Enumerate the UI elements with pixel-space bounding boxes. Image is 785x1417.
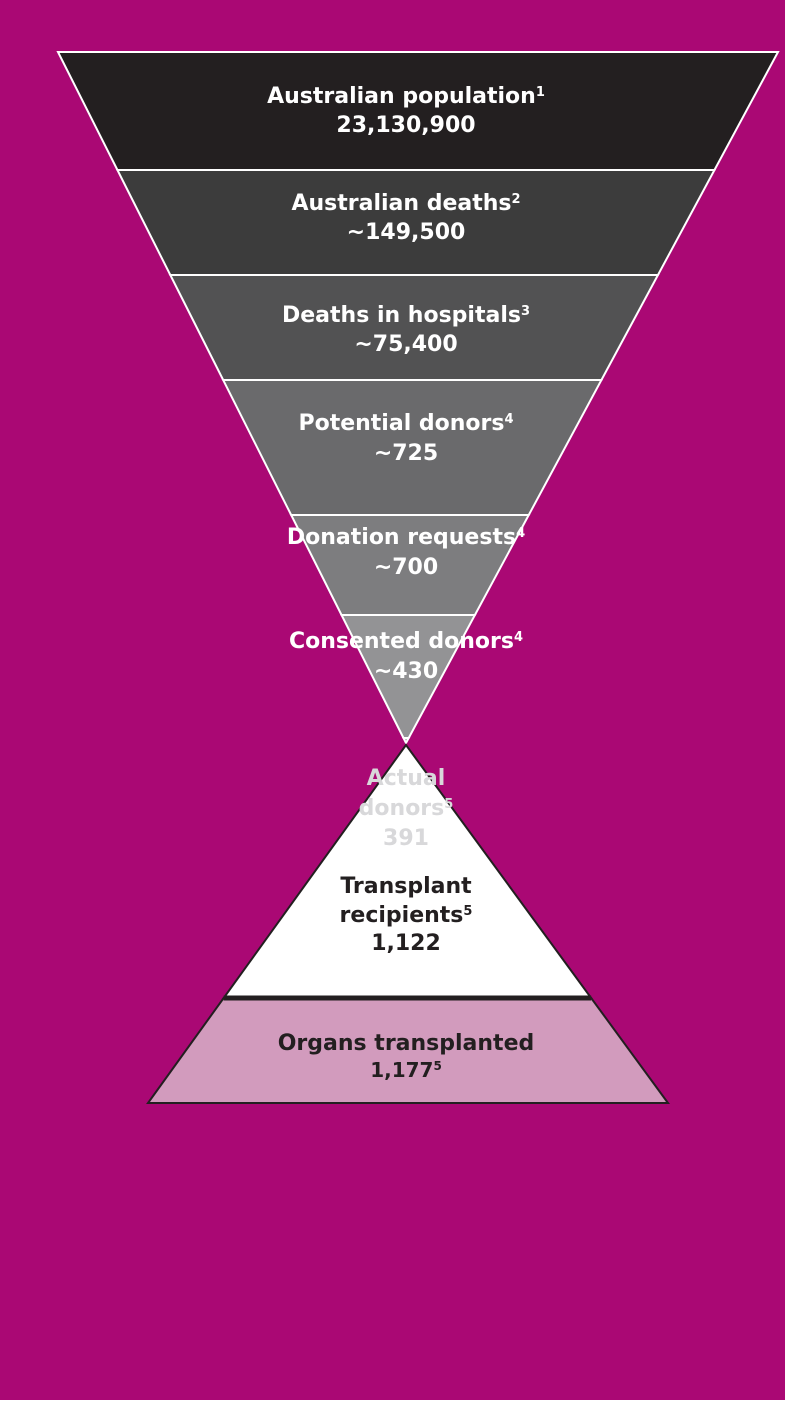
tier-label-text: Potential donors: [298, 411, 504, 436]
tier-value-text: ~430: [374, 659, 438, 684]
tier-label-line-2-footnote: 5: [444, 797, 453, 812]
funnel-tier-3-label: Deaths in hospitals3 ~75,400: [282, 303, 530, 357]
tier-value-text: ~725: [374, 441, 438, 466]
tier-label-text: Australian population: [267, 84, 536, 109]
organs-text-text: Organs transplanted: [278, 1031, 535, 1056]
tier-label-text: Deaths in hospitals: [282, 303, 521, 328]
tier-value: ~149,500: [347, 220, 466, 245]
recipients-line-2-footnote: 5: [463, 904, 472, 919]
tier-label-text: Consented donors: [289, 629, 514, 654]
tier-label-footnote: 4: [516, 526, 525, 541]
tier-label: Deaths in hospitals3: [282, 303, 530, 328]
tier-value-text: ~700: [374, 555, 438, 580]
funnel-tier-7: [401, 737, 411, 746]
organs-value-footnote: 5: [433, 1059, 441, 1073]
recipients-value-text: 1,122: [371, 931, 441, 956]
tier-label: Australian population1: [267, 84, 545, 109]
organs-value-text: 1,177: [370, 1058, 433, 1082]
tier-label-footnote: 4: [504, 412, 513, 427]
tier-value-text: 23,130,900: [336, 113, 475, 138]
tier-value-text: ~75,400: [354, 332, 457, 357]
tier-label: Australian deaths2: [291, 191, 520, 216]
tier-label: Consented donors4: [289, 629, 523, 654]
funnel-tier-5-label: Donation requests4 ~700: [287, 525, 525, 580]
tier-label-footnote: 1: [536, 85, 545, 100]
tier-label-text: Donation requests: [287, 525, 516, 550]
tier-value-text: 391: [383, 826, 429, 851]
recipients-line-1: Transplant: [340, 874, 472, 899]
organs-value: 1,1775: [370, 1058, 442, 1082]
tier-value: ~700: [374, 555, 438, 580]
tier-label-text: Australian deaths: [291, 191, 511, 216]
tier-label-footnote: 3: [521, 304, 530, 319]
tier-value: 23,130,900: [336, 113, 475, 138]
funnel-tier-7-label: Actual donors5 391: [359, 766, 454, 851]
funnel-tier-1: [56, 51, 780, 171]
recipients-line-1-text: Transplant: [340, 874, 472, 899]
organs-text: Organs transplanted: [278, 1031, 535, 1056]
tier-value: ~725: [374, 441, 438, 466]
recipients-line-2: recipients5: [340, 903, 473, 928]
tier-value-text: ~149,500: [347, 220, 466, 245]
funnel-tier-4-label: Potential donors4 ~725: [298, 411, 513, 466]
tier-value: ~75,400: [354, 332, 457, 357]
funnel-tier-2-label: Australian deaths2 ~149,500: [291, 191, 520, 245]
tier-label: Potential donors4: [298, 411, 513, 436]
tier-value: ~430: [374, 659, 438, 684]
recipients-label: Transplant recipients5 1,122: [340, 874, 473, 956]
tier-label-footnote: 2: [512, 192, 521, 207]
tier-label-line-1: Actual: [367, 766, 446, 791]
tier-label-line-2: donors5: [359, 796, 454, 821]
tier-value: 391: [383, 826, 429, 851]
funnel-tier-6-label: Consented donors4 ~430: [289, 629, 523, 684]
tier-label: Donation requests4: [287, 525, 525, 550]
tier-label-footnote: 4: [514, 630, 523, 645]
tier-label-line-1-text: Actual: [367, 766, 446, 791]
funnel-tier-1-label: Australian population1 23,130,900: [267, 84, 545, 138]
tier-label-line-2-text: donors: [359, 796, 445, 821]
recipients-value: 1,122: [371, 931, 441, 956]
recipients-line-2-text: recipients: [340, 903, 464, 928]
